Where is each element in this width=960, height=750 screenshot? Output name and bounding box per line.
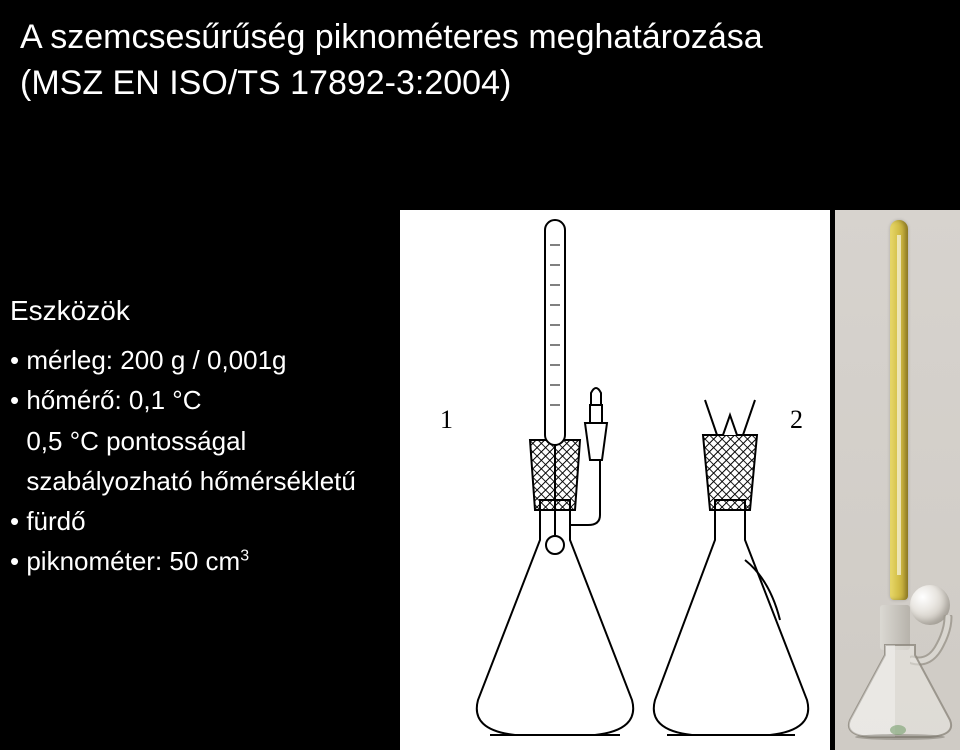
- list-item: piknométer: 50 cm3: [10, 541, 356, 581]
- thermometer-core: [897, 235, 901, 575]
- pycnometer-2: [654, 400, 808, 735]
- cubic-exponent: 3: [240, 548, 249, 565]
- tools-heading: Eszközök: [10, 295, 130, 327]
- flask-body-photo: [840, 640, 960, 740]
- slide-title: A szemcsesűrűség piknométeres meghatároz…: [20, 15, 763, 107]
- list-item: mérleg: 200 g / 0,001g: [10, 340, 356, 380]
- list-item: hőmérő: 0,1 °C: [10, 380, 356, 420]
- tools-bullet-list: mérleg: 200 g / 0,001g hőmérő: 0,1 °C 0,…: [10, 340, 356, 582]
- pycnometer-photo-panel: [835, 210, 960, 750]
- pycnometer-1: [477, 220, 633, 735]
- pycnometer-diagram-panel: 1 2: [400, 210, 830, 750]
- list-item: 0,5 °C pontosságal szabályozható hőmérsé…: [10, 421, 356, 542]
- title-line-2: (MSZ EN ISO/TS 17892-3:2004): [20, 64, 511, 102]
- title-line-1: A szemcsesűrűség piknométeres meghatároz…: [20, 18, 763, 56]
- thermometer-photo: [890, 220, 908, 600]
- pycnometer-diagram-svg: [400, 210, 830, 750]
